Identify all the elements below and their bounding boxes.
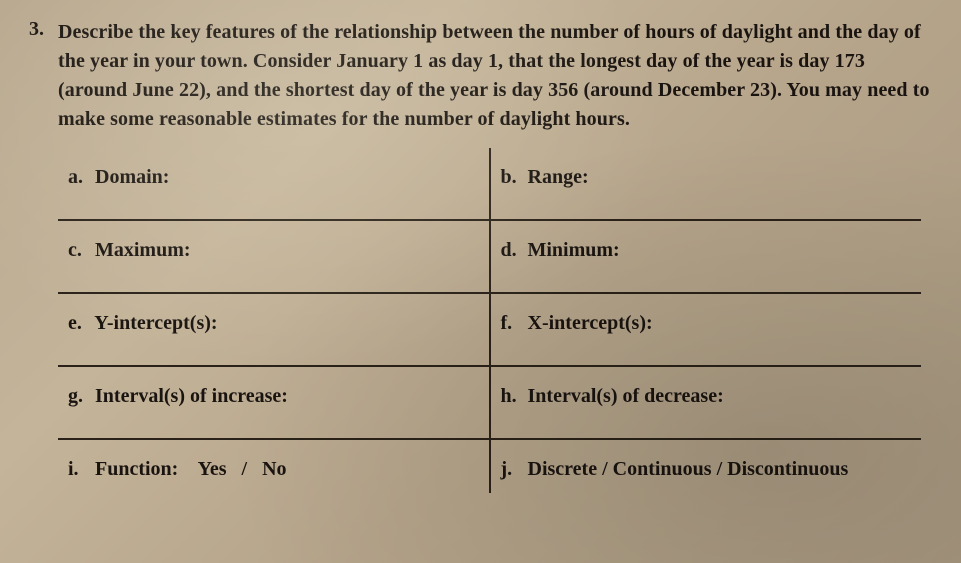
item-label: Domain: bbox=[95, 166, 169, 188]
row-cd: c. Maximum: d. Minimum: bbox=[58, 220, 921, 293]
cell-g: g. Interval(s) of increase: bbox=[58, 366, 490, 439]
cell-b: b. Range: bbox=[490, 148, 922, 220]
question-number: 3. bbox=[22, 18, 44, 134]
item-letter: f. bbox=[501, 312, 523, 335]
item-letter: c. bbox=[68, 239, 90, 262]
row-ij: i. Function: Yes / No j. Discrete / Cont… bbox=[58, 439, 921, 493]
item-letter: i. bbox=[68, 458, 90, 481]
item-letter: a. bbox=[68, 166, 90, 189]
item-letter: b. bbox=[501, 166, 523, 189]
item-label: Interval(s) of increase: bbox=[95, 385, 288, 407]
item-label: Minimum: bbox=[528, 239, 620, 261]
item-label: Interval(s) of decrease: bbox=[528, 385, 724, 407]
item-label: Function: bbox=[95, 458, 178, 480]
cell-e: e. Y-intercept(s): bbox=[58, 293, 490, 366]
option-separator: / bbox=[232, 458, 258, 481]
cell-j: j. Discrete / Continuous / Discontinuous bbox=[490, 439, 922, 493]
item-label: X-intercept(s): bbox=[528, 312, 653, 334]
row-ab: a. Domain: b. Range: bbox=[58, 148, 921, 220]
cell-d: d. Minimum: bbox=[490, 220, 922, 293]
row-ef: e. Y-intercept(s): f. X-intercept(s): bbox=[58, 293, 921, 366]
cell-c: c. Maximum: bbox=[58, 220, 490, 293]
cell-h: h. Interval(s) of decrease: bbox=[490, 366, 922, 439]
item-letter: h. bbox=[501, 385, 523, 408]
item-letter: e. bbox=[68, 312, 90, 335]
answer-grid: a. Domain: b. Range: c. Maximum: d. Mini… bbox=[58, 148, 921, 493]
option-yes[interactable]: Yes bbox=[198, 458, 227, 480]
cell-i: i. Function: Yes / No bbox=[58, 439, 490, 493]
question-text: Describe the key features of the relatio… bbox=[58, 18, 933, 134]
item-label: Maximum: bbox=[95, 239, 191, 261]
item-label[interactable]: Discrete / Continuous / Discontinuous bbox=[528, 458, 849, 480]
item-label: Range: bbox=[528, 166, 589, 188]
question-block: 3. Describe the key features of the rela… bbox=[22, 18, 933, 134]
option-no[interactable]: No bbox=[262, 458, 286, 480]
item-letter: g. bbox=[68, 385, 90, 408]
item-letter: d. bbox=[501, 239, 523, 262]
row-gh: g. Interval(s) of increase: h. Interval(… bbox=[58, 366, 921, 439]
cell-a: a. Domain: bbox=[58, 148, 490, 220]
cell-f: f. X-intercept(s): bbox=[490, 293, 922, 366]
item-label: Y-intercept(s): bbox=[94, 312, 217, 334]
item-letter: j. bbox=[501, 458, 523, 481]
